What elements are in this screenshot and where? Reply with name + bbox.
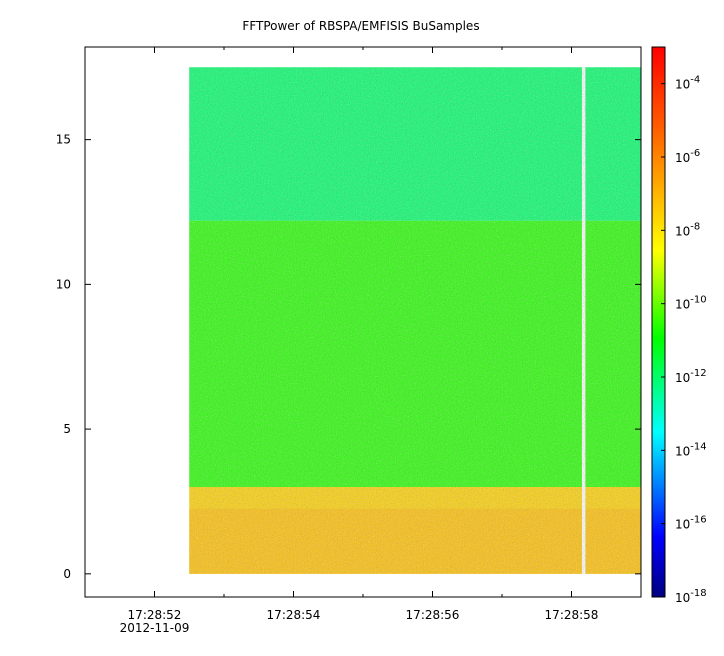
colorbar-tick-label: 10-10	[675, 295, 707, 312]
colorbar-tick-label: 10-4	[675, 75, 700, 92]
colorbar-ticks: 10-4 10-6 10-8 10-10 10-12 10-14 10-16 10-18	[661, 75, 707, 605]
spectrogram-texture	[189, 67, 641, 574]
colorbar-tick-label: 10-14	[675, 441, 707, 458]
colorbar-gradient	[651, 46, 666, 598]
x-tick-label: 17:28:54	[267, 608, 321, 622]
y-tick-label: 15	[56, 133, 71, 147]
x-tick-label: 17:28:52	[128, 608, 182, 622]
y-axis: 0 5 10 15	[56, 133, 641, 581]
y-tick-label: 5	[63, 422, 71, 436]
y-tick-label: 0	[63, 567, 71, 581]
x-axis: 17:28:52 17:28:54 17:28:56 17:28:58	[84, 47, 642, 622]
colorbar-tick-label: 10-16	[675, 515, 707, 532]
colorbar-tick-label: 10-18	[675, 588, 707, 605]
x-axis-date-label: 2012-11-09	[120, 621, 190, 635]
y-tick-label: 10	[56, 277, 71, 291]
colorbar-tick-label: 10-12	[675, 368, 707, 385]
colorbar-tick-label: 10-8	[675, 221, 700, 238]
colorbar-tick-label: 10-6	[675, 148, 700, 165]
x-tick-label: 17:28:56	[406, 608, 460, 622]
x-tick-label: 17:28:58	[545, 608, 599, 622]
chart-title: FFTPower of RBSPA/EMFISIS BuSamples	[242, 19, 479, 33]
colorbar: 10-4 10-6 10-8 10-10 10-12 10-14 10-16 10-18	[651, 46, 707, 605]
